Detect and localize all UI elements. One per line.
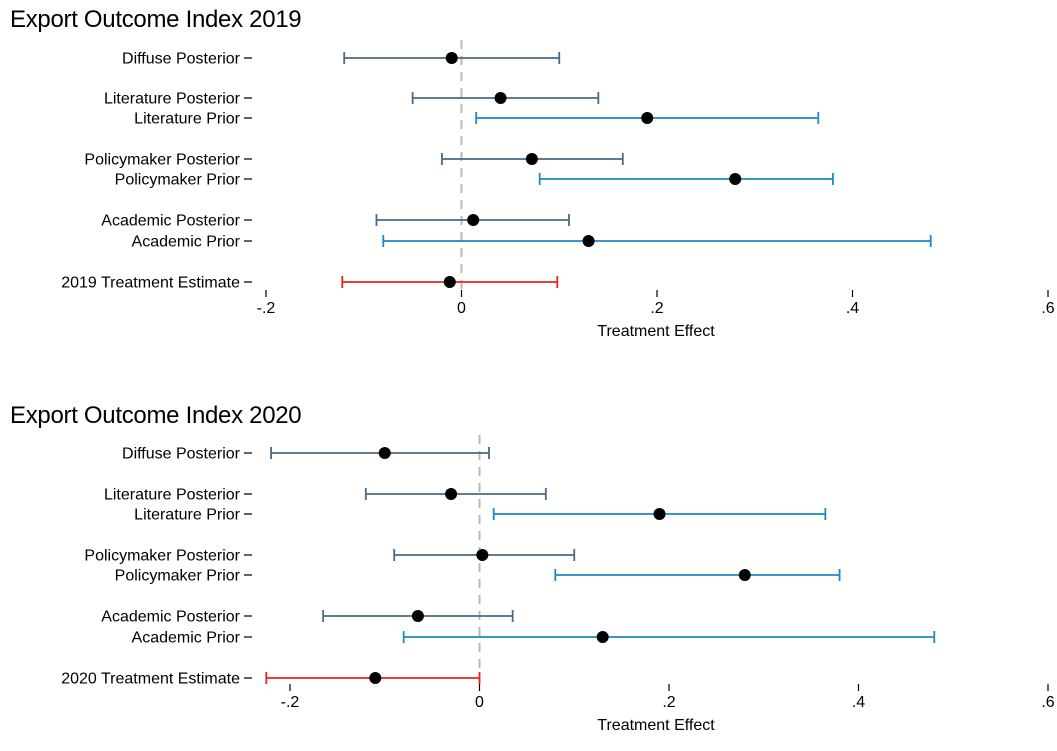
y-tick-label: Policymaker Prior <box>115 172 241 189</box>
y-tick-label: Literature Prior <box>134 507 240 524</box>
x-tick-label: 0 <box>457 300 466 317</box>
chart-panel-2019: Export Outcome Index 2019 Diffuse Poster… <box>0 0 1057 370</box>
x-tick-label: 0 <box>475 694 484 711</box>
y-tick-label: Academic Posterior <box>101 609 240 626</box>
y-tick-label: Policymaker Posterior <box>84 548 240 565</box>
confidence-interval <box>382 235 932 247</box>
point-estimate <box>467 214 480 226</box>
point-estimate <box>369 672 382 684</box>
chart-panel-2020: Export Outcome Index 2020 Diffuse Poster… <box>0 396 1057 751</box>
x-axis-label: Treatment Effect <box>597 323 715 340</box>
forest-plot: Diffuse Posterior Literature Posterior Lit… <box>61 40 1055 340</box>
y-tick-label: Academic Prior <box>132 630 241 647</box>
chart-title: Export Outcome Index 2019 <box>10 6 302 33</box>
x-tick-label: .6 <box>1041 694 1054 711</box>
point-estimate <box>738 569 751 581</box>
point-estimate <box>653 508 666 520</box>
point-estimate <box>596 631 609 643</box>
confidence-interval <box>554 569 841 581</box>
y-tick-label: Policymaker Posterior <box>84 152 240 169</box>
chart-title: Export Outcome Index 2020 <box>10 402 302 429</box>
point-estimate <box>378 447 391 459</box>
confidence-interval <box>402 631 936 643</box>
point-estimate <box>445 488 458 500</box>
y-tick-label: 2019 Treatment Estimate <box>61 275 240 292</box>
y-tick-label: Literature Prior <box>134 111 240 128</box>
x-tick-label: .4 <box>846 300 859 317</box>
point-estimate <box>411 610 424 622</box>
confidence-interval <box>538 173 834 185</box>
y-tick-label: Policymaker Prior <box>115 568 241 585</box>
point-estimate <box>729 173 742 185</box>
y-tick-label: Academic Prior <box>132 234 241 251</box>
x-tick-label: -.2 <box>281 694 300 711</box>
y-tick-label: Diffuse Posterior <box>122 51 241 68</box>
point-estimate <box>445 52 458 64</box>
y-tick-label: Literature Posterior <box>104 487 241 504</box>
y-tick-label: 2020 Treatment Estimate <box>61 671 240 688</box>
x-tick-label: .6 <box>1041 300 1054 317</box>
point-estimate <box>476 549 489 561</box>
forest-plot: Diffuse Posterior Literature Posterior Lit… <box>61 435 1055 734</box>
point-estimate <box>494 92 507 104</box>
point-estimate <box>582 235 595 247</box>
y-tick-label: Academic Posterior <box>101 213 240 230</box>
y-tick-label: Diffuse Posterior <box>122 446 241 463</box>
x-tick-label: -.2 <box>257 300 276 317</box>
y-tick-label: Literature Posterior <box>104 91 241 108</box>
x-tick-label: .2 <box>662 694 675 711</box>
x-tick-label: .4 <box>852 694 865 711</box>
x-tick-label: .2 <box>650 300 663 317</box>
x-axis-label: Treatment Effect <box>597 717 715 734</box>
point-estimate <box>641 112 654 124</box>
point-estimate <box>443 276 456 288</box>
point-estimate <box>525 153 538 165</box>
